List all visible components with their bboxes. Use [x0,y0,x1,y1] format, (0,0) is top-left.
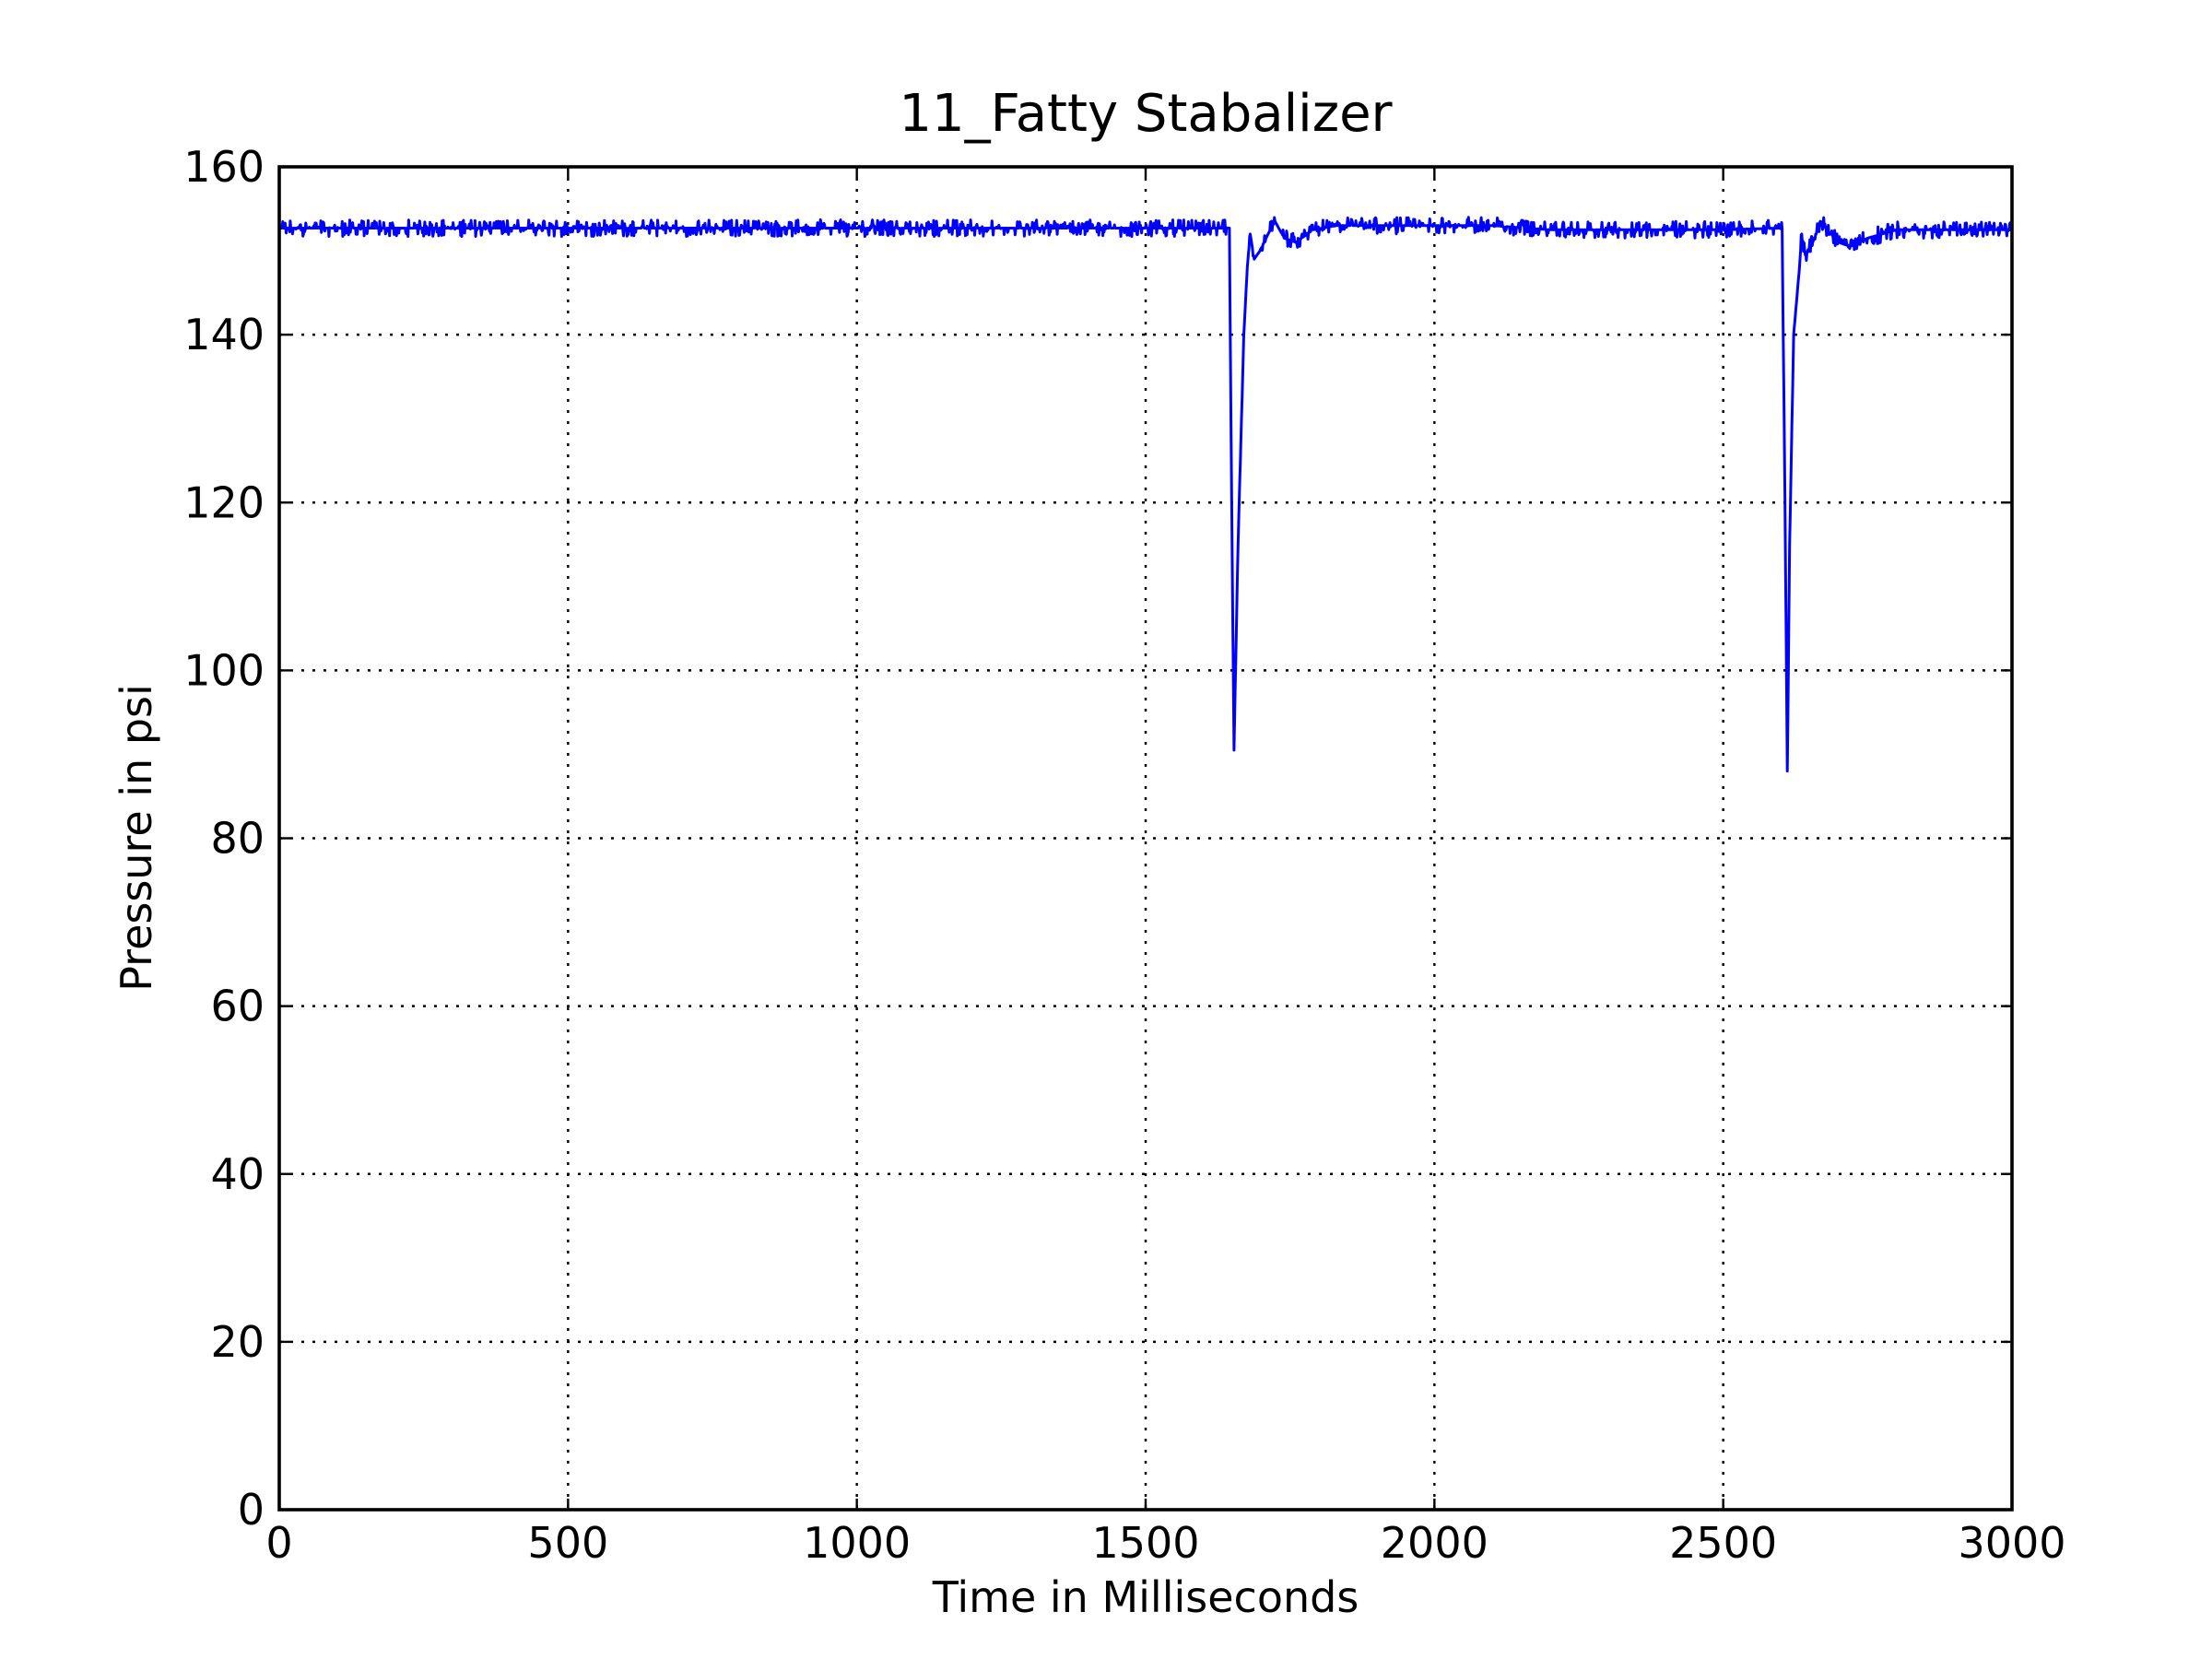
y-tick-label: 80 [210,814,265,864]
data-series [277,216,2014,773]
y-tick-label: 40 [210,1149,265,1199]
x-tick-label: 0 [265,1518,292,1568]
y-tick-label: 160 [183,142,265,192]
y-tick-label: 140 [183,310,265,359]
x-tick-label: 500 [527,1518,608,1568]
y-tick-label: 120 [183,477,265,527]
x-tick-label: 1500 [1091,1518,1199,1568]
x-tick-labels: 0 500 1000 1500 2000 2500 3000 [265,1518,2065,1568]
grid-lines [279,167,2012,1510]
chart-title: 11_Fatty Stabalizer [899,84,1393,144]
y-tick-label: 0 [238,1485,265,1535]
x-tick-label: 2500 [1669,1518,1777,1568]
y-tick-label: 100 [183,645,265,695]
x-tick-label: 3000 [1958,1518,2065,1568]
y-axis-label: Pressure in psi [112,684,161,992]
x-tick-label: 2000 [1381,1518,1488,1568]
y-tick-labels: 0 20 40 60 80 100 120 140 160 [183,142,265,1535]
y-tick-label: 60 [210,982,265,1031]
y-tick-label: 20 [210,1317,265,1367]
pressure-series-line [277,216,2014,773]
axis-ticks [277,165,2014,1512]
x-axis-label: Time in Milliseconds [932,1572,1359,1622]
x-tick-label: 1000 [803,1518,911,1568]
